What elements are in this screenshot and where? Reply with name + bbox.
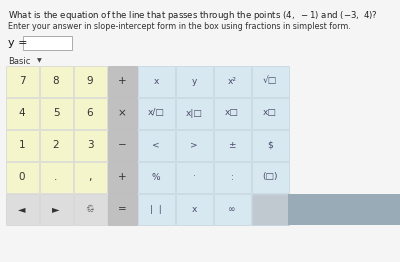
FancyBboxPatch shape	[108, 194, 136, 225]
FancyBboxPatch shape	[252, 97, 288, 128]
FancyBboxPatch shape	[74, 129, 106, 161]
FancyBboxPatch shape	[252, 129, 288, 161]
FancyBboxPatch shape	[176, 161, 212, 193]
FancyBboxPatch shape	[138, 161, 174, 193]
Text: ×: ×	[118, 108, 126, 118]
FancyBboxPatch shape	[138, 66, 174, 96]
FancyBboxPatch shape	[6, 129, 38, 161]
FancyBboxPatch shape	[108, 66, 136, 96]
Text: 0: 0	[19, 172, 25, 182]
FancyBboxPatch shape	[214, 97, 250, 128]
Text: 6: 6	[87, 108, 93, 118]
Text: |  |: | |	[150, 205, 162, 214]
Text: 2: 2	[53, 140, 59, 150]
FancyBboxPatch shape	[214, 129, 250, 161]
Text: <: <	[152, 140, 160, 150]
Text: ◄: ◄	[18, 204, 26, 214]
FancyBboxPatch shape	[108, 97, 136, 128]
Text: 5: 5	[53, 108, 59, 118]
FancyBboxPatch shape	[252, 66, 288, 96]
FancyBboxPatch shape	[108, 129, 136, 161]
Text: 4: 4	[19, 108, 25, 118]
Text: $: $	[267, 140, 273, 150]
FancyBboxPatch shape	[108, 161, 136, 193]
FancyBboxPatch shape	[6, 97, 38, 128]
FancyBboxPatch shape	[214, 161, 250, 193]
Text: >: >	[190, 140, 198, 150]
FancyBboxPatch shape	[40, 66, 72, 96]
Text: x□: x□	[225, 108, 239, 117]
FancyBboxPatch shape	[252, 161, 288, 193]
Text: 9: 9	[87, 76, 93, 86]
FancyBboxPatch shape	[74, 161, 106, 193]
FancyBboxPatch shape	[74, 194, 106, 225]
FancyBboxPatch shape	[138, 194, 174, 225]
Text: x/□: x/□	[148, 108, 164, 117]
Text: 7: 7	[19, 76, 25, 86]
FancyBboxPatch shape	[176, 129, 212, 161]
Text: 8: 8	[53, 76, 59, 86]
Text: Basic: Basic	[8, 57, 30, 66]
Text: 3: 3	[87, 140, 93, 150]
FancyBboxPatch shape	[176, 66, 212, 96]
Text: ±: ±	[228, 140, 236, 150]
Text: +: +	[118, 172, 126, 182]
Text: √□: √□	[263, 77, 277, 85]
FancyBboxPatch shape	[288, 194, 400, 225]
Text: (□): (□)	[262, 172, 278, 182]
Text: y =: y =	[8, 38, 28, 48]
Text: .: .	[54, 172, 58, 182]
FancyBboxPatch shape	[214, 66, 250, 96]
Text: x: x	[191, 205, 197, 214]
Text: %: %	[152, 172, 160, 182]
Text: :: :	[230, 172, 234, 182]
Text: −: −	[118, 140, 126, 150]
Text: ,: ,	[88, 172, 92, 182]
FancyBboxPatch shape	[6, 161, 38, 193]
FancyBboxPatch shape	[6, 194, 38, 225]
FancyBboxPatch shape	[6, 66, 38, 96]
FancyBboxPatch shape	[138, 129, 174, 161]
FancyBboxPatch shape	[40, 161, 72, 193]
Text: +: +	[118, 76, 126, 86]
FancyBboxPatch shape	[40, 97, 72, 128]
Text: x: x	[153, 77, 159, 85]
FancyBboxPatch shape	[40, 129, 72, 161]
FancyBboxPatch shape	[176, 194, 212, 225]
Text: =: =	[118, 204, 126, 214]
Text: ♲: ♲	[86, 204, 94, 214]
FancyBboxPatch shape	[176, 97, 212, 128]
FancyBboxPatch shape	[252, 194, 288, 225]
Text: x□: x□	[263, 108, 277, 117]
Text: Enter your answer in slope-intercept form in the box using fractions in simplest: Enter your answer in slope-intercept for…	[8, 22, 351, 31]
FancyBboxPatch shape	[214, 194, 250, 225]
Text: y: y	[191, 77, 197, 85]
Text: 1: 1	[19, 140, 25, 150]
Text: ▼: ▼	[37, 58, 42, 63]
FancyBboxPatch shape	[74, 97, 106, 128]
Text: What is the equation of the line that passes through the points $(4,\ -1)$ and $: What is the equation of the line that pa…	[8, 9, 378, 22]
FancyBboxPatch shape	[74, 66, 106, 96]
Text: ·: ·	[192, 172, 196, 182]
FancyBboxPatch shape	[40, 194, 72, 225]
Text: x|□: x|□	[186, 108, 202, 117]
Text: ∞: ∞	[228, 205, 236, 214]
Text: x²: x²	[228, 77, 236, 85]
Text: ►: ►	[52, 204, 60, 214]
FancyBboxPatch shape	[22, 35, 72, 50]
FancyBboxPatch shape	[138, 97, 174, 128]
